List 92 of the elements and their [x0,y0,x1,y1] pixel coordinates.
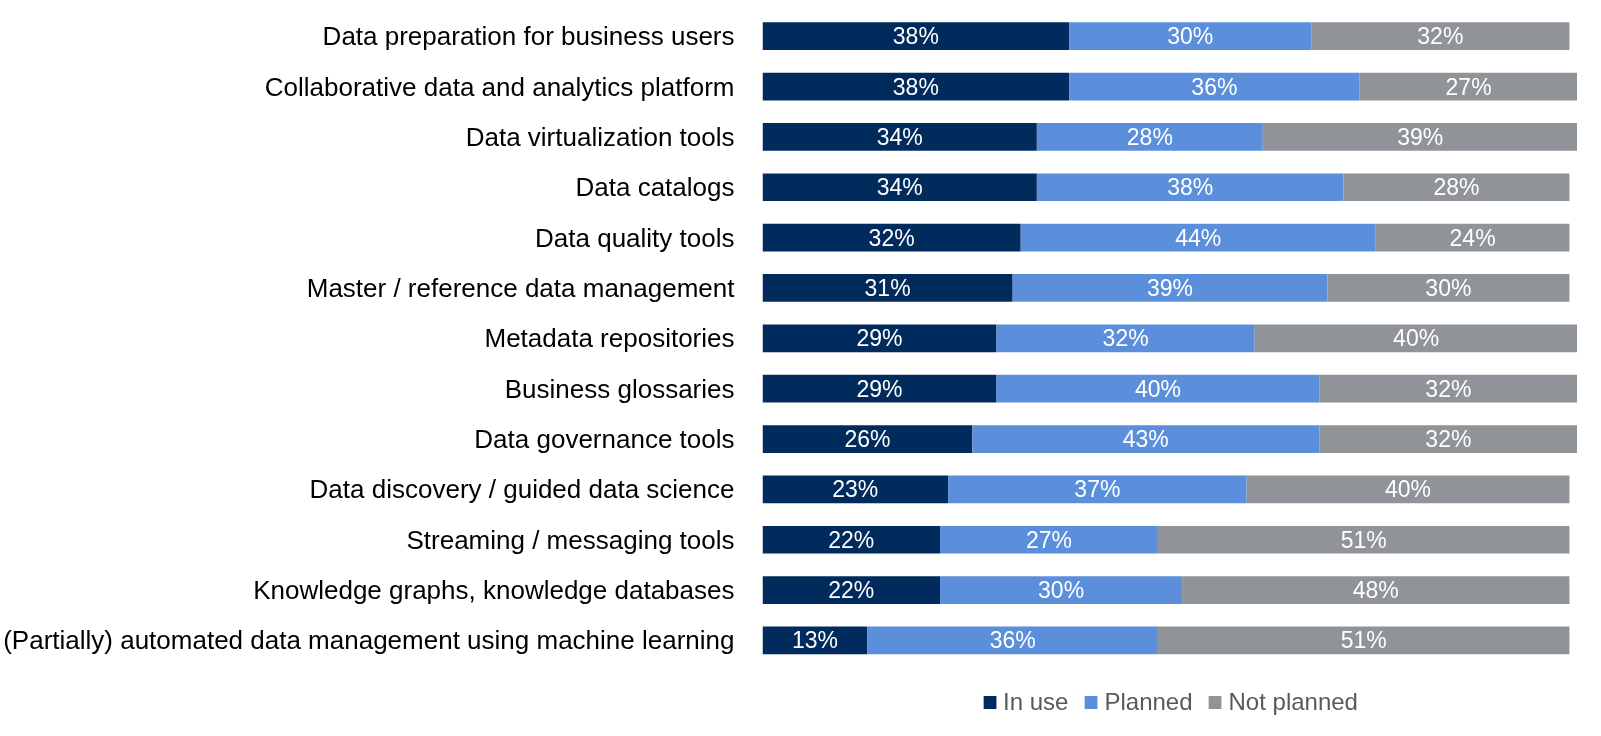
data-label: 39% [1146,274,1194,301]
bar [762,374,997,403]
bar [996,324,1255,353]
y-tick-label: Data discovery / guided data science [309,474,735,505]
bar [1311,22,1570,51]
bar [1012,274,1328,302]
bar [762,72,1070,101]
bar [948,475,1247,504]
data-label: 30% [1167,23,1214,50]
data-label: 23% [832,476,879,503]
y-tick-label: Data virtualization tools [465,121,735,152]
data-label: 34% [876,174,923,201]
bar [972,425,1320,453]
bar [762,173,1037,202]
data-label: 34% [876,123,923,150]
data-label: 30% [1038,577,1085,604]
data-label: 36% [989,627,1036,654]
data-label: 27% [1025,526,1072,553]
legend-label: Not planned [1228,688,1358,716]
bar [1036,173,1344,202]
data-label: 32% [868,224,915,251]
data-label: 22% [828,577,875,604]
data-label: 40% [1134,375,1181,402]
y-tick-label: Business glossaries [504,373,735,404]
data-label: 22% [828,526,875,553]
data-label: 28% [1126,123,1173,150]
y-tick-label: Collaborative data and analytics platform [264,71,735,102]
data-label: 43% [1122,426,1169,453]
data-label: 48% [1352,577,1399,604]
data-label: 40% [1385,476,1432,503]
bar [1157,525,1570,554]
data-label: 31% [864,274,911,301]
data-label: 32% [1425,375,1472,402]
data-label: 37% [1074,476,1121,503]
data-label: 29% [856,375,903,402]
data-label: 38% [892,73,939,100]
data-label: 30% [1425,274,1472,301]
bar [762,223,1021,252]
y-tick-label: Data preparation for business users [322,21,735,52]
bar [762,576,941,604]
data-label: 13% [791,627,838,654]
data-label: 44% [1175,224,1222,251]
data-label: 32% [1425,426,1472,453]
bar [1262,123,1577,151]
bar [1020,223,1376,252]
bar [1246,475,1570,504]
data-label: 32% [1102,325,1149,352]
data-label: 51% [1340,627,1387,654]
bar [1343,173,1570,202]
bar [940,576,1183,604]
y-tick-label: Knowledge graphs, knowledge databases [253,575,735,606]
bar [1069,72,1360,101]
bar [1157,626,1570,655]
bar [762,22,1070,51]
bar [762,123,1037,151]
y-tick-label: Data catalogs [575,172,735,203]
bar [1069,22,1312,51]
data-label: 32% [1417,23,1464,50]
bar [1036,123,1263,151]
y-tick-label: Master / reference data management [306,272,736,303]
data-label: 38% [1167,174,1214,201]
y-tick-label: Data governance tools [474,424,735,455]
y-tick-label: Metadata repositories [484,323,735,354]
data-label: 36% [1191,73,1238,100]
data-label: 51% [1340,526,1387,553]
data-label: 24% [1449,224,1496,251]
y-tick-label: (Partially) automated data management using machine learning [3,625,735,656]
legend-label: Planned [1104,688,1193,716]
bar [1182,576,1570,604]
data-label: 39% [1397,123,1444,150]
bar [762,525,941,554]
legend-label: In use [1003,688,1069,716]
data-label: 38% [892,23,939,50]
bar [1375,223,1570,252]
bar [1319,425,1577,453]
data-label: 29% [856,325,903,352]
data-label: 26% [844,426,891,453]
bar [762,274,1013,302]
bar [1359,72,1577,101]
data-label: 27% [1445,73,1492,100]
bar [1327,274,1570,302]
bar [996,374,1320,403]
bar [762,324,997,353]
bar [762,425,973,453]
y-tick-label: Data quality tools [535,222,735,253]
y-tick-label: Streaming / messaging tools [406,524,735,555]
data-label: 28% [1433,174,1480,201]
data-label: 40% [1393,325,1440,352]
bar [1319,374,1577,403]
bar [940,525,1158,554]
bar [867,626,1158,655]
bar [1254,324,1577,353]
